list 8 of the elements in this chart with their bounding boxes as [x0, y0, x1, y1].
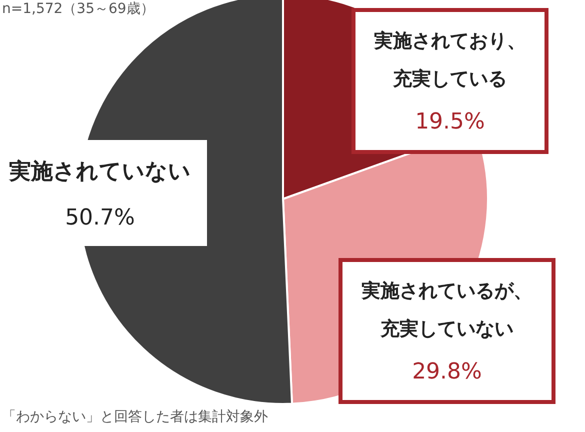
- slice-label: 実施されているが、充実していない: [360, 280, 532, 340]
- slice-label: 実施されており、充実している: [373, 30, 526, 90]
- data-label: 50.7%: [65, 206, 135, 230]
- data-label: 19.5%: [415, 110, 485, 134]
- slice-label: 実施されていない: [8, 158, 191, 184]
- data-label: 29.8%: [412, 360, 482, 384]
- text: 「わからない」と回答した者は集計対象外: [2, 409, 268, 425]
- text: n=1,572（35～69歳）: [2, 1, 154, 17]
